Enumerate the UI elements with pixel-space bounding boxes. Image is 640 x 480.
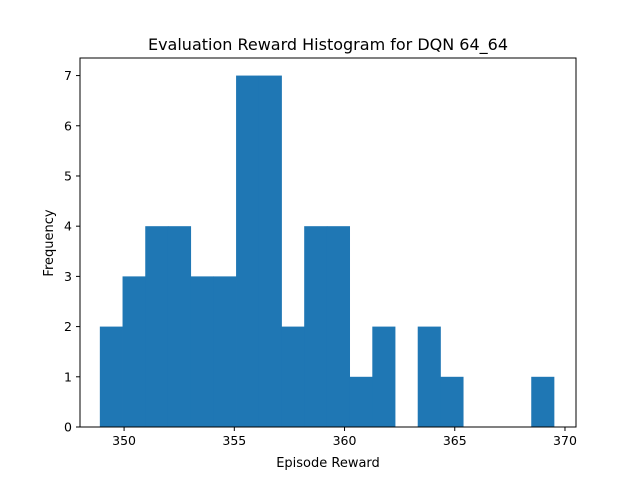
histogram-bar-3 [167, 226, 192, 427]
x-tick-label: 370 [553, 433, 577, 448]
x-axis-ticks: 350 355 360 365 370 [112, 427, 577, 448]
y-tick-label: 5 [64, 168, 72, 183]
y-tick-label: 3 [64, 269, 72, 284]
histogram-bar-9 [304, 226, 328, 427]
histogram-bar-6 [236, 75, 260, 428]
x-tick-label: 365 [443, 433, 467, 448]
chart-title: Evaluation Reward Histogram for DQN 64_6… [148, 35, 508, 55]
y-tick-label: 6 [64, 118, 72, 133]
histogram-bar-15 [440, 376, 464, 427]
x-axis-label: Episode Reward [276, 456, 380, 471]
x-tick-label: 350 [112, 433, 136, 448]
x-tick-label: 360 [333, 433, 357, 448]
histogram-bar-11 [349, 376, 373, 427]
y-axis-ticks: 0 1 2 3 4 5 6 7 [64, 68, 80, 435]
y-tick-label: 7 [64, 68, 72, 83]
histogram-bar-5 [213, 276, 237, 427]
histogram-bar-1 [122, 276, 146, 427]
histogram-bar-2 [145, 226, 169, 427]
histogram-bar-19 [531, 376, 555, 427]
y-tick-label: 1 [64, 369, 72, 384]
y-axis-label: Frequency [42, 209, 57, 276]
histogram-bar-12 [372, 326, 396, 427]
histogram-bar-4 [190, 276, 214, 427]
histogram-bar-10 [326, 226, 351, 427]
histogram-bar-14 [417, 326, 441, 427]
plot-frame [79, 57, 577, 428]
histogram-bar-8 [281, 326, 305, 427]
bars-group [99, 75, 555, 428]
y-tick-label: 0 [64, 420, 72, 435]
y-tick-label: 4 [64, 219, 72, 234]
histogram-bar-7 [258, 75, 282, 428]
y-tick-label: 2 [64, 319, 72, 334]
x-tick-label: 355 [222, 433, 246, 448]
histogram-bar-0 [99, 326, 123, 427]
